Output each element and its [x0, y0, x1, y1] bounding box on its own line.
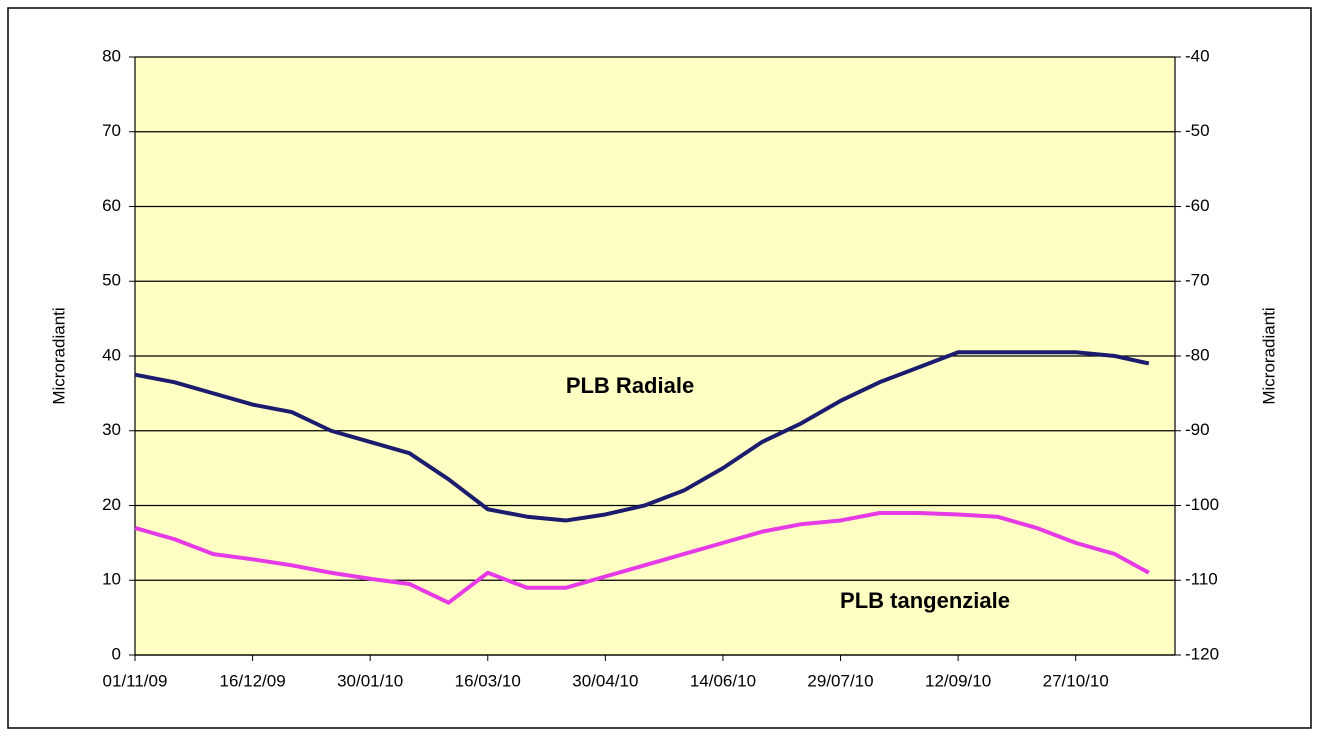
series-annotation: PLB Radiale — [566, 373, 694, 398]
y2-tick-label: -70 — [1185, 271, 1210, 290]
y2-axis-label: Microradianti — [1259, 307, 1278, 404]
x-tick-label: 30/04/10 — [572, 671, 638, 690]
y2-tick-label: -110 — [1185, 570, 1218, 589]
y-tick-label: 80 — [102, 46, 121, 65]
series-line — [134, 350, 1150, 523]
x-tick-label: 01/11/09 — [103, 671, 168, 690]
y2-tick-label: -120 — [1185, 644, 1219, 663]
x-tick-label: 16/03/10 — [455, 671, 521, 690]
y2-tick-label: -50 — [1185, 121, 1210, 140]
series-annotation: PLB tangenziale — [840, 588, 1010, 613]
y2-tick-label: -60 — [1185, 196, 1210, 215]
y-tick-label: 10 — [102, 570, 121, 589]
y-tick-label: 0 — [112, 644, 121, 663]
y2-tick-label: -100 — [1185, 495, 1219, 514]
y2-tick-label: -80 — [1185, 345, 1210, 364]
y-tick-label: 20 — [102, 495, 121, 514]
x-tick-label: 29/07/10 — [807, 671, 873, 690]
y-tick-label: 40 — [102, 345, 121, 364]
series-line — [134, 510, 1150, 605]
y-tick-label: 30 — [102, 420, 121, 439]
x-tick-label: 14/06/10 — [690, 671, 756, 690]
y-tick-label: 60 — [102, 196, 121, 215]
y2-tick-label: -90 — [1185, 420, 1210, 439]
y-tick-label: 70 — [102, 121, 121, 140]
x-tick-label: 30/01/10 — [337, 671, 403, 690]
y2-tick-label: -40 — [1185, 46, 1210, 65]
x-tick-label: 16/12/09 — [219, 671, 285, 690]
x-tick-label: 27/10/10 — [1043, 671, 1109, 690]
x-tick-label: 12/09/10 — [925, 671, 991, 690]
y-axis-label: Microradianti — [49, 307, 68, 404]
y-tick-label: 50 — [102, 271, 121, 290]
